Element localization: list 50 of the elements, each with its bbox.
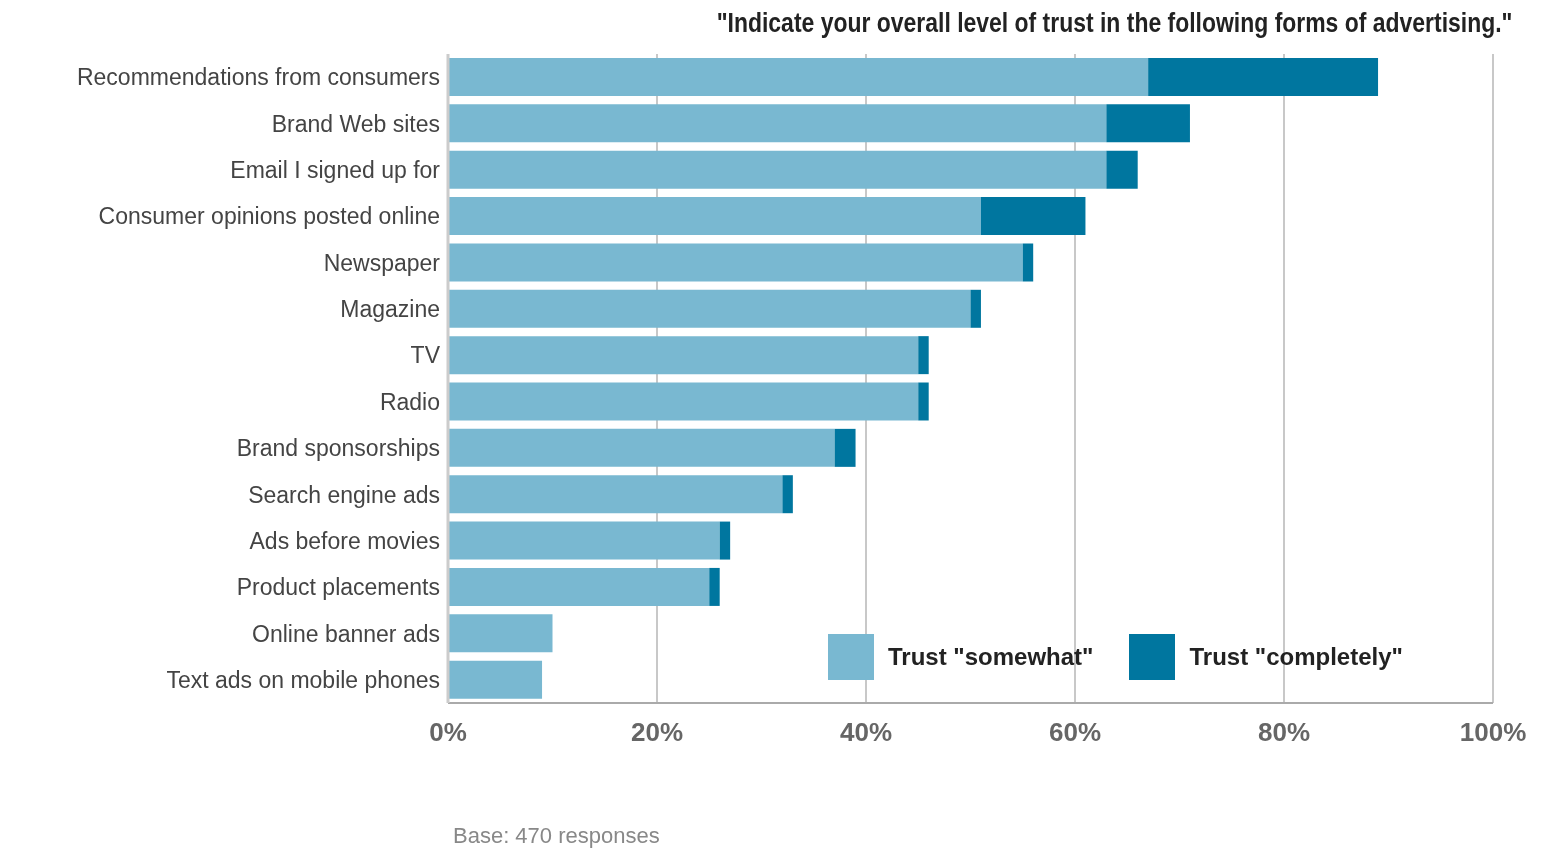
bar [1106, 104, 1190, 143]
bar [1106, 150, 1138, 189]
y-tick-label: Newspaper [323, 249, 441, 276]
bar [918, 336, 929, 375]
bar [448, 382, 919, 421]
y-tick-label: Online banner ads [252, 620, 440, 647]
x-tick-label: 60% [1048, 717, 1102, 748]
y-tick-label: TV [410, 342, 441, 369]
bar [719, 521, 731, 560]
bar [709, 567, 720, 606]
legend-label: Trust "somewhat" [888, 643, 1094, 671]
x-tick-label: 20% [630, 717, 684, 748]
y-tick-label: Magazine [340, 296, 440, 323]
bar [448, 197, 981, 236]
legend-label: Trust "completely" [1189, 643, 1403, 671]
y-tick-label: Ads before movies [249, 527, 440, 554]
bar [448, 428, 835, 467]
bar [448, 58, 1149, 96]
y-tick-label: Consumer opinions posted online [98, 203, 440, 230]
bar [834, 428, 856, 467]
y-tick-label: Brand sponsorships [236, 435, 440, 462]
bar [448, 104, 1107, 143]
bar [1022, 243, 1034, 282]
bar [448, 336, 919, 375]
x-tick-label: 80% [1257, 717, 1311, 748]
bar [782, 475, 793, 514]
bar [448, 521, 720, 560]
y-tick-label: Brand Web sites [271, 110, 440, 137]
x-tick-label: 40% [839, 717, 893, 748]
y-tick-label: Search engine ads [248, 481, 440, 508]
bar [970, 289, 981, 328]
bar [980, 197, 1086, 236]
bar [448, 289, 971, 328]
bar [448, 150, 1107, 189]
x-tick-label: 100% [1459, 717, 1527, 748]
y-tick-label: Text ads on mobile phones [166, 666, 440, 693]
bar [448, 567, 710, 606]
bar [1148, 58, 1379, 96]
y-tick-label: Product placements [236, 574, 440, 601]
y-tick-label: Radio [379, 388, 440, 415]
bar [448, 614, 553, 653]
bar [448, 475, 783, 514]
y-tick-label: Recommendations from consumers [76, 64, 440, 91]
text: Base: 470 responses [453, 823, 661, 849]
bar [448, 243, 1023, 282]
chart-title: "Indicate your overall level of trust in the following forms of advertising." [715, 8, 1514, 39]
y-tick-label: Email I signed up for [230, 157, 441, 184]
x-tick-label: 0% [429, 717, 467, 748]
bar [918, 382, 929, 421]
bar [448, 660, 543, 699]
